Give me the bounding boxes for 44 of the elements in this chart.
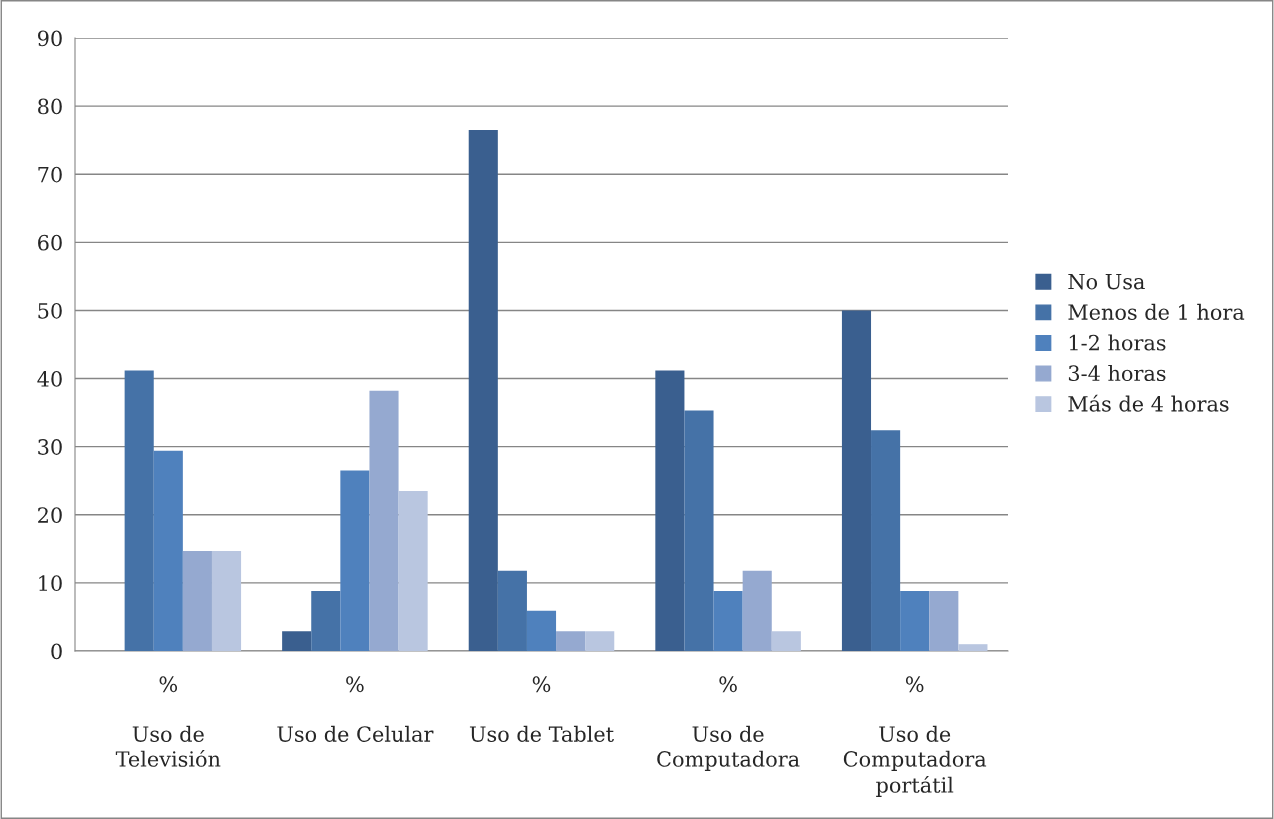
y-tick-label: 20 xyxy=(38,507,62,523)
y-tick-label: 50 xyxy=(38,302,62,319)
category-label: % Uso de Computadora xyxy=(657,676,800,771)
category-label: % Uso de Tablet xyxy=(469,676,614,742)
category-label: % Uso de Celular xyxy=(277,676,434,742)
legend-label: No Usa xyxy=(1068,273,1145,290)
legend-label: 3-4 horas xyxy=(1068,365,1166,382)
bar xyxy=(468,129,498,651)
bar xyxy=(556,631,586,651)
bar xyxy=(585,631,615,651)
bar xyxy=(900,591,930,651)
bar xyxy=(311,591,341,651)
bar xyxy=(771,631,801,651)
legend-label: Menos de 1 hora xyxy=(1068,303,1245,320)
bar xyxy=(497,570,527,651)
category-label: % Uso de Computadora portátil xyxy=(843,676,987,797)
legend-label: 1-2 horas xyxy=(1069,334,1166,351)
bar xyxy=(211,550,242,651)
bar xyxy=(742,570,772,651)
bar xyxy=(655,370,685,651)
y-tick-label: 90 xyxy=(38,30,62,47)
y-tick-label: 80 xyxy=(38,98,62,115)
y-tick-label: 70 xyxy=(38,166,62,183)
bar xyxy=(841,310,872,651)
bar xyxy=(369,390,399,651)
y-tick-label: 10 xyxy=(39,575,62,592)
bar xyxy=(526,610,557,651)
bar xyxy=(398,490,428,651)
y-tick-label: 60 xyxy=(38,234,62,251)
y-tick-label: 30 xyxy=(38,439,62,455)
bar xyxy=(282,631,312,651)
bar xyxy=(929,591,959,651)
bar xyxy=(684,410,714,651)
bar xyxy=(871,430,901,651)
y-tick-label: 40 xyxy=(37,371,62,387)
bar xyxy=(713,591,743,651)
bar xyxy=(153,450,183,651)
bar xyxy=(124,370,154,651)
category-label: % Uso de Televisión xyxy=(115,676,221,767)
bar xyxy=(340,470,370,651)
bar xyxy=(958,644,988,651)
y-tick-label: 0 xyxy=(51,643,62,660)
legend-label: Más de 4 horas xyxy=(1068,394,1229,412)
bar xyxy=(182,550,212,651)
